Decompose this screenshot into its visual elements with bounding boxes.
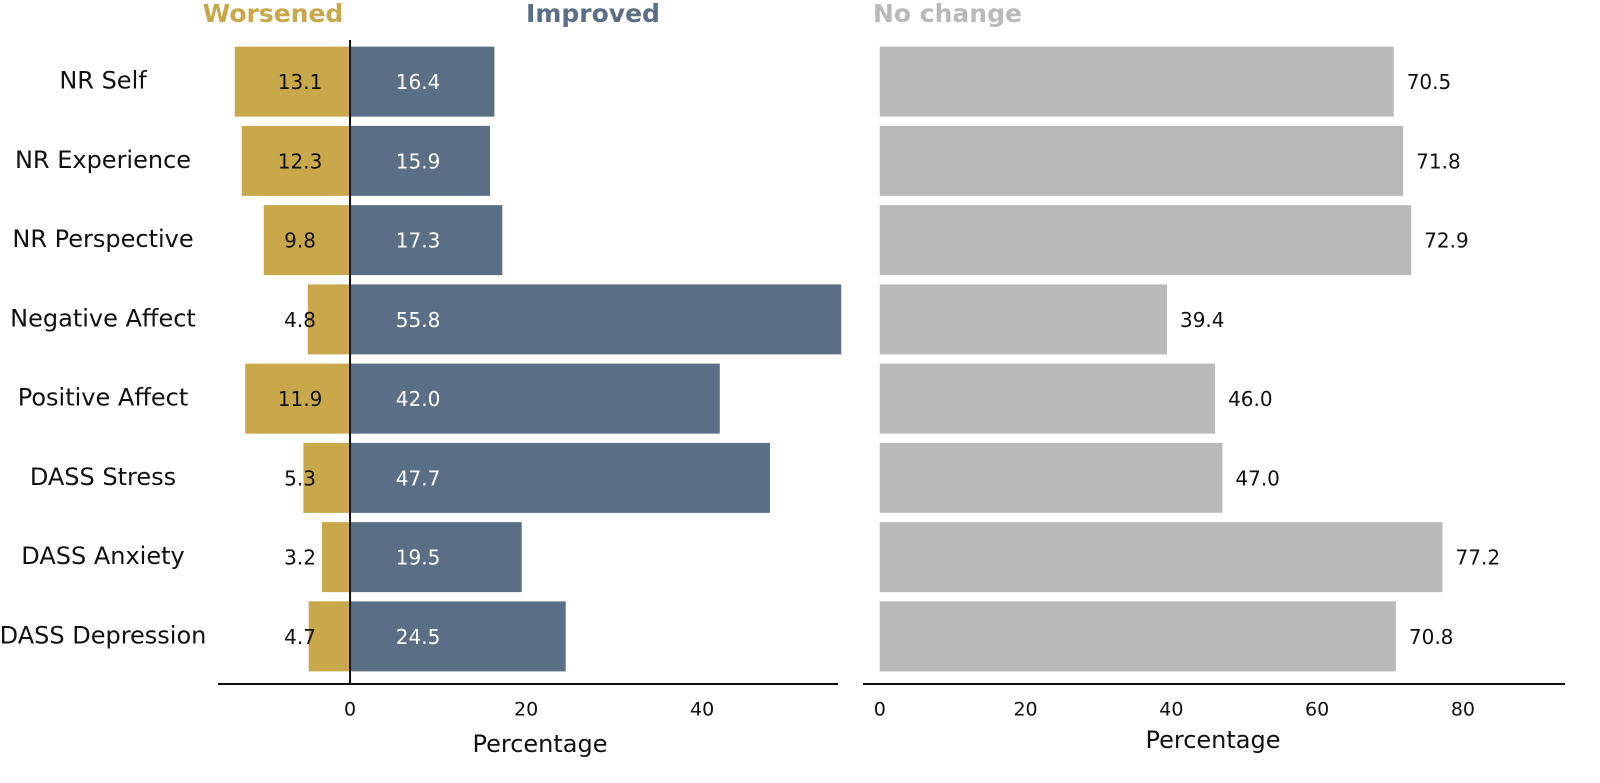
bar — [350, 442, 770, 513]
bar — [245, 363, 351, 434]
value-label: 70.8 — [1409, 625, 1454, 649]
y-tick-label: DASS Depression — [0, 621, 206, 649]
y-tick-label: DASS Stress — [30, 463, 176, 491]
value-label: 4.7 — [284, 625, 316, 649]
value-label: 77.2 — [1456, 546, 1501, 570]
value-label: 15.9 — [396, 149, 441, 173]
value-label: 17.3 — [396, 229, 441, 253]
value-label: 39.4 — [1180, 308, 1225, 332]
value-label: 3.2 — [284, 546, 316, 570]
bar — [350, 125, 491, 196]
bar — [879, 125, 1404, 196]
value-label: 47.0 — [1235, 466, 1280, 490]
y-tick-label: Negative Affect — [10, 304, 196, 332]
bar — [308, 601, 351, 672]
x-axis-title: Percentage — [472, 730, 607, 758]
value-label: 5.3 — [284, 466, 316, 490]
x-tick-label: 40 — [690, 699, 714, 721]
x-tick-label: 40 — [1159, 699, 1183, 721]
x-tick-label: 60 — [1305, 699, 1329, 721]
bar — [307, 284, 351, 355]
value-label: 16.4 — [396, 70, 441, 94]
x-tick-label: 0 — [344, 699, 356, 721]
bar — [879, 442, 1223, 513]
value-label: 47.7 — [396, 466, 441, 490]
value-label: 13.1 — [278, 70, 323, 94]
value-label: 42.0 — [396, 387, 441, 411]
x-tick-label: 0 — [874, 699, 886, 721]
value-label: 46.0 — [1228, 387, 1273, 411]
bar — [234, 46, 351, 117]
bar — [350, 363, 720, 434]
legend-entry: No change — [873, 0, 1022, 28]
bar — [321, 522, 351, 593]
value-label: 9.8 — [284, 229, 316, 253]
value-label: 11.9 — [278, 387, 323, 411]
y-tick-label: NR Experience — [15, 146, 191, 174]
value-label: 70.5 — [1407, 70, 1452, 94]
value-label: 19.5 — [396, 546, 441, 570]
bar — [879, 46, 1394, 117]
legend-entry: Worsened — [203, 0, 344, 28]
bar — [879, 205, 1412, 276]
value-label: 24.5 — [396, 625, 441, 649]
y-tick-label: NR Self — [59, 67, 147, 95]
y-tick-label: DASS Anxiety — [21, 542, 184, 570]
value-label: 55.8 — [396, 308, 441, 332]
bar — [350, 601, 566, 672]
y-tick-label: Positive Affect — [18, 384, 188, 412]
bar — [263, 205, 351, 276]
legend-entry: Improved — [526, 0, 660, 28]
x-axis-title: Percentage — [1145, 726, 1280, 754]
value-label: 72.9 — [1424, 229, 1469, 253]
value-label: 12.3 — [278, 149, 323, 173]
value-label: 4.8 — [284, 308, 316, 332]
x-tick-label: 20 — [514, 699, 538, 721]
y-tick-label: NR Perspective — [12, 225, 193, 253]
bar — [879, 284, 1167, 355]
bar — [879, 522, 1443, 593]
bar — [879, 363, 1216, 434]
value-label: 71.8 — [1416, 149, 1461, 173]
x-tick-label: 80 — [1451, 699, 1475, 721]
bar — [350, 46, 495, 117]
bar — [241, 125, 351, 196]
bar — [350, 205, 503, 276]
bar — [303, 442, 351, 513]
bar — [879, 601, 1396, 672]
bar — [350, 284, 842, 355]
x-tick-label: 20 — [1013, 699, 1037, 721]
bar — [350, 522, 522, 593]
